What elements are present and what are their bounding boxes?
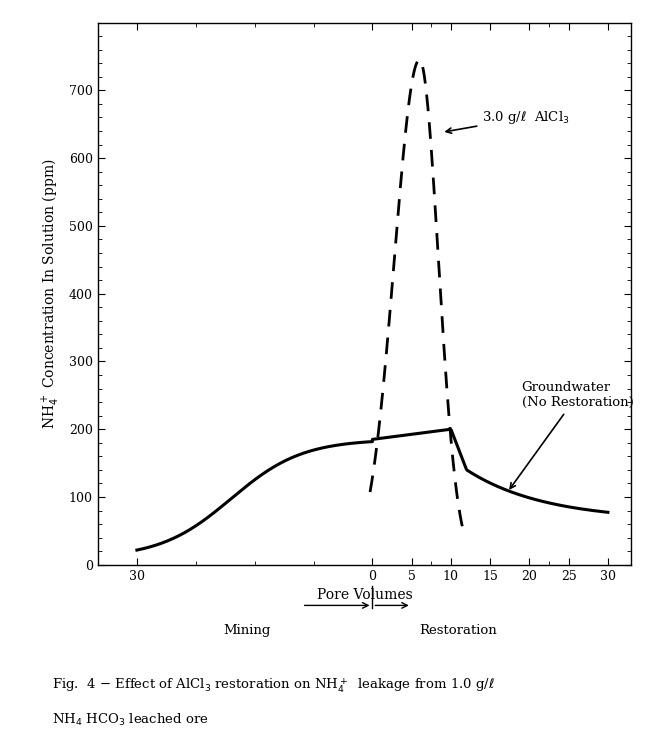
X-axis label: Pore Volumes: Pore Volumes [316, 588, 413, 602]
Text: Restoration: Restoration [419, 624, 497, 637]
Text: Groundwater
(No Restoration): Groundwater (No Restoration) [510, 381, 633, 489]
Y-axis label: NH$_4^+$ Concentration In Solution (ppm): NH$_4^+$ Concentration In Solution (ppm) [40, 158, 62, 429]
Text: NH$_4$ HCO$_3$ leached ore: NH$_4$ HCO$_3$ leached ore [52, 712, 209, 728]
Text: Mining: Mining [223, 624, 271, 637]
Text: Fig.  4 $-$ Effect of AlCl$_3$ restoration on NH$_4^+$  leakage from 1.0 g/$\ell: Fig. 4 $-$ Effect of AlCl$_3$ restoratio… [52, 676, 495, 695]
Text: 3.0 g/$\ell$  AlCl$_3$: 3.0 g/$\ell$ AlCl$_3$ [446, 109, 570, 133]
